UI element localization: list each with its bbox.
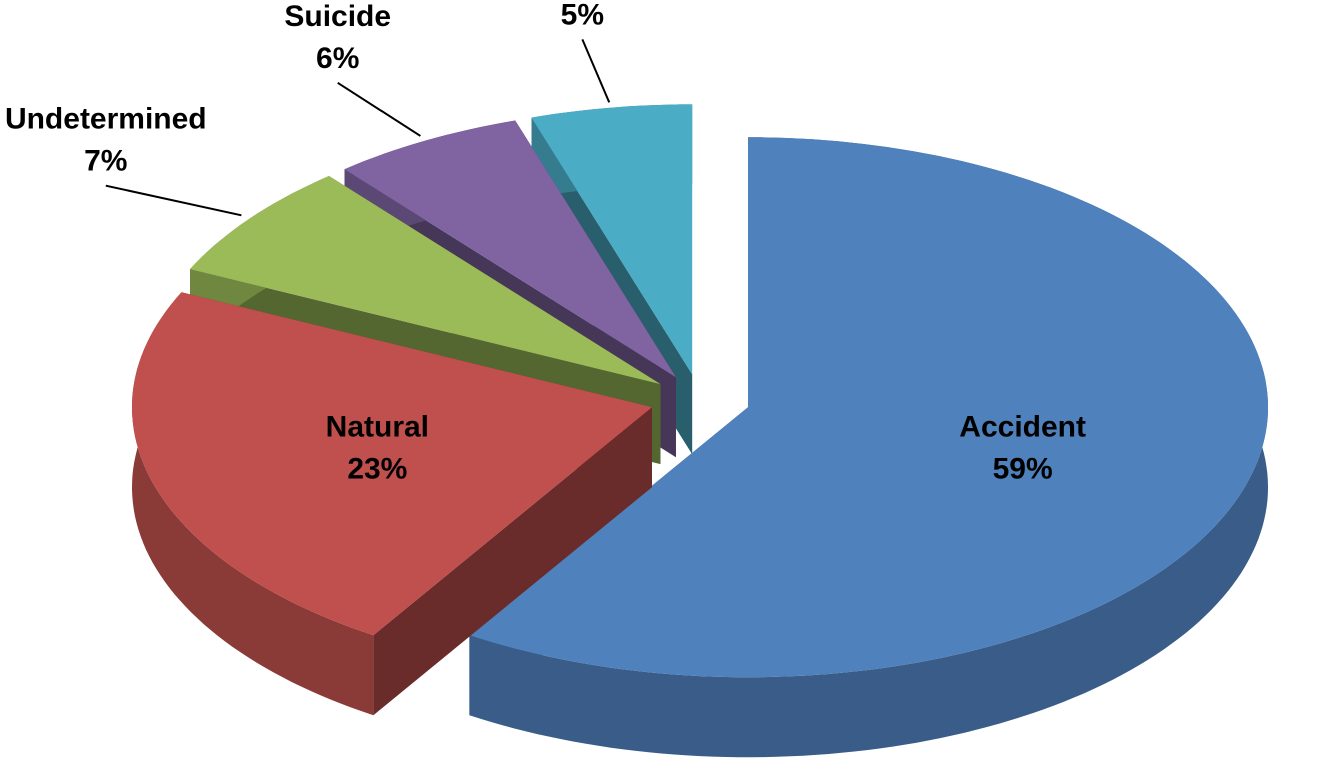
slice-label-value: 5%	[561, 0, 604, 31]
slice-label-value: 6%	[316, 42, 359, 75]
slice-top	[190, 176, 661, 385]
slice-top	[531, 104, 693, 375]
slice-top	[344, 120, 676, 378]
slice-top	[469, 137, 1268, 678]
slice-label-name: Natural	[326, 411, 429, 444]
leader-line	[337, 81, 421, 137]
slice-label-value: 7%	[84, 145, 127, 178]
slice	[132, 292, 652, 716]
slice-top	[132, 292, 652, 636]
leader-line	[581, 38, 611, 103]
slice-label-name: Undetermined	[5, 103, 207, 136]
slice-wall	[469, 137, 1268, 758]
slice	[469, 137, 1268, 758]
slice-label-name: Accident	[959, 411, 1086, 444]
slice-label-value: 59%	[993, 453, 1053, 486]
slice-label-value: 23%	[347, 453, 407, 486]
slice-label-name: Suicide	[284, 0, 391, 33]
slice-wall	[132, 292, 374, 716]
slice-side	[373, 407, 652, 716]
leader-line	[105, 184, 242, 217]
